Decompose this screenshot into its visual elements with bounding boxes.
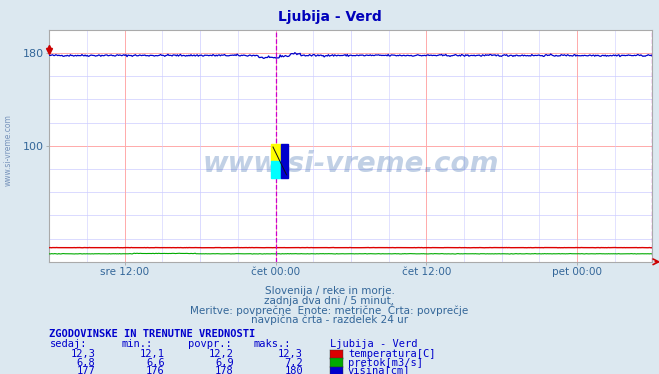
Text: Ljubija - Verd: Ljubija - Verd (330, 339, 417, 349)
Text: 6,6: 6,6 (146, 358, 165, 368)
Text: 12,2: 12,2 (209, 349, 234, 359)
Text: min.:: min.: (122, 339, 153, 349)
Text: temperatura[C]: temperatura[C] (348, 349, 436, 359)
Text: 7,2: 7,2 (285, 358, 303, 368)
Text: Meritve: povprečne  Enote: metrične  Črta: povprečje: Meritve: povprečne Enote: metrične Črta:… (190, 304, 469, 316)
Text: višina[cm]: višina[cm] (348, 366, 411, 374)
Text: 6,8: 6,8 (77, 358, 96, 368)
Bar (272, 161, 281, 178)
Text: 12,1: 12,1 (140, 349, 165, 359)
Text: pretok[m3/s]: pretok[m3/s] (348, 358, 423, 368)
Text: Slovenija / reke in morje.: Slovenija / reke in morje. (264, 286, 395, 296)
Text: www.si-vreme.com: www.si-vreme.com (4, 114, 13, 186)
Text: Ljubija - Verd: Ljubija - Verd (277, 10, 382, 24)
Bar (272, 144, 281, 161)
Text: 180: 180 (285, 367, 303, 374)
Bar (281, 144, 288, 178)
Text: 177: 177 (77, 367, 96, 374)
Text: navpična črta - razdelek 24 ur: navpična črta - razdelek 24 ur (251, 315, 408, 325)
Text: 6,9: 6,9 (215, 358, 234, 368)
Text: 12,3: 12,3 (71, 349, 96, 359)
Text: povpr.:: povpr.: (188, 339, 231, 349)
Text: 12,3: 12,3 (278, 349, 303, 359)
Text: sedaj:: sedaj: (49, 339, 87, 349)
Text: maks.:: maks.: (254, 339, 291, 349)
Text: ZGODOVINSKE IN TRENUTNE VREDNOSTI: ZGODOVINSKE IN TRENUTNE VREDNOSTI (49, 329, 256, 338)
Text: 176: 176 (146, 367, 165, 374)
Text: www.si-vreme.com: www.si-vreme.com (203, 150, 499, 178)
Text: zadnja dva dni / 5 minut.: zadnja dva dni / 5 minut. (264, 296, 395, 306)
Text: 178: 178 (215, 367, 234, 374)
